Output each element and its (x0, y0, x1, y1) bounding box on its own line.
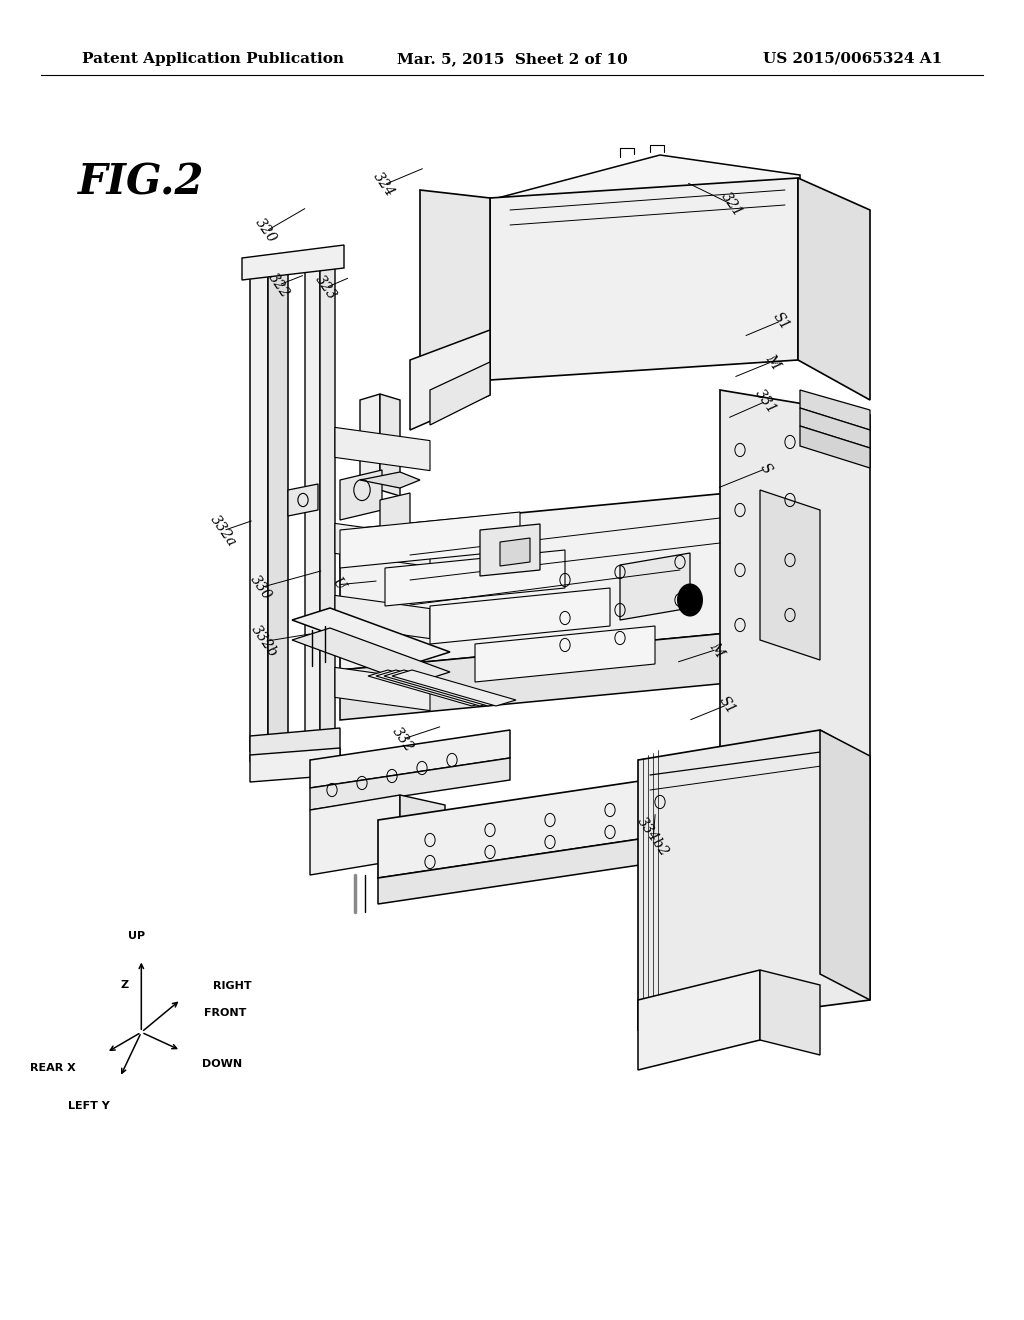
Text: RIGHT: RIGHT (213, 981, 251, 991)
Text: S1: S1 (716, 693, 738, 717)
Polygon shape (638, 730, 870, 1030)
Text: Mar. 5, 2015  Sheet 2 of 10: Mar. 5, 2015 Sheet 2 of 10 (396, 51, 628, 66)
Polygon shape (430, 362, 490, 425)
Polygon shape (760, 490, 820, 660)
Polygon shape (340, 630, 760, 719)
Polygon shape (400, 795, 445, 870)
Polygon shape (376, 671, 500, 706)
Polygon shape (392, 671, 516, 706)
Polygon shape (310, 795, 400, 875)
Polygon shape (800, 389, 870, 430)
Text: 332: 332 (389, 725, 416, 754)
Polygon shape (500, 539, 530, 566)
Text: 334b2: 334b2 (635, 814, 672, 859)
Text: S1: S1 (770, 309, 793, 333)
Polygon shape (700, 777, 730, 808)
Polygon shape (360, 473, 420, 488)
Text: 322: 322 (265, 271, 292, 300)
Text: US 2015/0065324 A1: US 2015/0065324 A1 (763, 51, 942, 66)
Text: Z: Z (121, 979, 129, 990)
Text: Patent Application Publication: Patent Application Publication (82, 51, 344, 66)
Polygon shape (268, 257, 288, 748)
Text: FIG.2: FIG.2 (78, 161, 205, 203)
Polygon shape (380, 393, 400, 496)
Polygon shape (340, 490, 820, 671)
Polygon shape (340, 512, 520, 568)
Polygon shape (480, 524, 540, 576)
Polygon shape (335, 668, 430, 710)
Text: REAR X: REAR X (31, 1064, 76, 1073)
Polygon shape (720, 389, 870, 780)
Text: M: M (707, 640, 727, 659)
Polygon shape (250, 729, 340, 762)
Polygon shape (490, 154, 800, 240)
Polygon shape (310, 758, 510, 810)
Polygon shape (360, 393, 380, 496)
Polygon shape (620, 553, 690, 620)
Polygon shape (250, 748, 340, 781)
Polygon shape (335, 428, 430, 471)
Polygon shape (800, 408, 870, 447)
Polygon shape (335, 595, 430, 639)
Text: 331: 331 (753, 387, 779, 416)
Polygon shape (760, 970, 820, 1055)
Polygon shape (798, 178, 870, 400)
Polygon shape (380, 492, 410, 532)
Polygon shape (385, 550, 565, 606)
Polygon shape (410, 330, 490, 430)
Text: 321: 321 (719, 190, 745, 219)
Polygon shape (335, 524, 430, 566)
Polygon shape (242, 246, 344, 280)
Polygon shape (292, 609, 450, 664)
Text: 323: 323 (312, 273, 339, 302)
Polygon shape (800, 426, 870, 469)
Text: UP: UP (128, 931, 144, 941)
Text: FRONT: FRONT (204, 1007, 246, 1018)
Polygon shape (378, 772, 700, 878)
Text: U: U (329, 576, 347, 594)
Polygon shape (720, 755, 870, 820)
Polygon shape (250, 257, 268, 752)
Polygon shape (475, 626, 655, 682)
Polygon shape (430, 587, 610, 644)
Polygon shape (292, 628, 450, 684)
Polygon shape (310, 730, 510, 788)
Polygon shape (638, 970, 760, 1071)
Circle shape (678, 585, 702, 616)
Text: LEFT Y: LEFT Y (69, 1101, 110, 1111)
Polygon shape (660, 766, 730, 785)
Polygon shape (420, 190, 490, 380)
Text: 332b: 332b (248, 623, 281, 660)
Text: S: S (758, 461, 774, 477)
Text: 324: 324 (371, 170, 397, 199)
Polygon shape (378, 830, 700, 904)
Text: M: M (762, 352, 782, 371)
Text: 320: 320 (253, 216, 280, 246)
Polygon shape (820, 730, 870, 1001)
Polygon shape (490, 178, 798, 380)
Text: 332a: 332a (208, 512, 239, 549)
Polygon shape (288, 484, 318, 516)
Text: 330: 330 (248, 573, 274, 602)
Polygon shape (340, 470, 382, 520)
Polygon shape (368, 671, 492, 706)
Text: DOWN: DOWN (202, 1059, 242, 1069)
Polygon shape (319, 255, 335, 748)
Polygon shape (305, 255, 319, 752)
Polygon shape (384, 671, 508, 706)
Polygon shape (760, 490, 820, 660)
